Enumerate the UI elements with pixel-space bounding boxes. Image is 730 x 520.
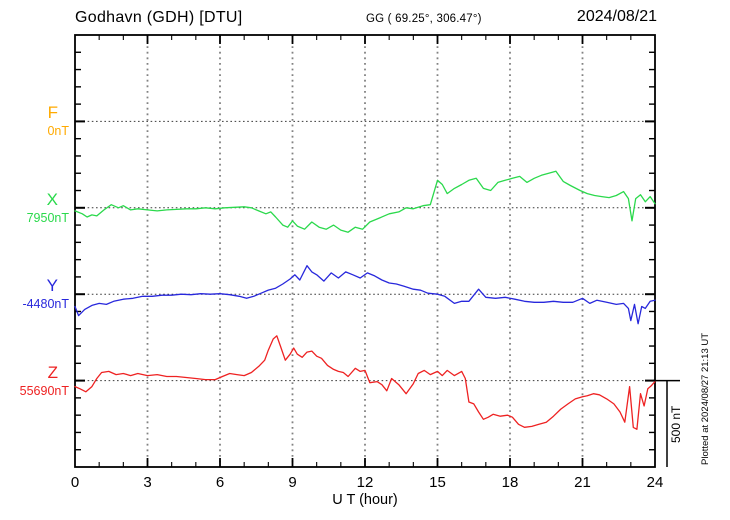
x-tick-label: 24 — [646, 474, 664, 491]
component-baseline-value-Y: -4480nT — [22, 297, 69, 312]
x-tick-label: 21 — [574, 474, 591, 491]
observation-date: 2024/08/21 — [576, 8, 657, 25]
component-letter-Z: Z — [47, 362, 58, 382]
x-tick-label: 18 — [501, 474, 519, 491]
trace-Z — [74, 335, 656, 430]
x-tick-label: 15 — [429, 474, 446, 491]
plot-frame — [74, 34, 656, 468]
component-baseline-value-Z: 55690nT — [19, 383, 69, 398]
component-baseline-value-X: 7950nT — [26, 210, 69, 225]
plotted-timestamp: Plotted at 2024/08/27 21:13 UT — [700, 332, 711, 465]
component-baseline-value-F: 0nT — [47, 124, 69, 139]
x-tick-label: 3 — [143, 474, 152, 491]
x-tick-label: 9 — [288, 474, 297, 491]
trace-Y — [74, 265, 656, 325]
geographic-coordinates: GG ( 69.25°, 306.47°) — [366, 13, 482, 25]
x-tick-label: 0 — [70, 474, 80, 491]
x-tick-label: 6 — [215, 474, 225, 491]
component-letter-Y: Y — [46, 276, 58, 296]
x-axis-title: U T (hour) — [332, 492, 398, 508]
component-letter-X: X — [46, 189, 58, 209]
trace-X — [74, 170, 656, 233]
component-letter-F: F — [47, 103, 58, 123]
x-tick-label: 12 — [356, 474, 374, 491]
station-title: Godhavn (GDH) [DTU] — [75, 9, 243, 26]
scale-bar-label: 500 nT — [669, 405, 683, 443]
